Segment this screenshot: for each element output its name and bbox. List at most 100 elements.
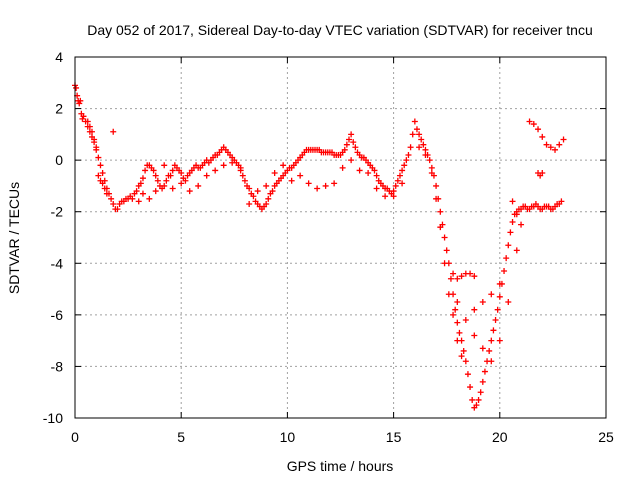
x-tick-label: 15 — [386, 429, 402, 445]
data-point-marker — [352, 144, 359, 151]
data-point-marker — [263, 200, 270, 207]
data-point-marker — [413, 126, 420, 133]
data-point-marker — [464, 371, 471, 378]
data-point-marker — [110, 128, 117, 135]
data-point-marker — [471, 306, 478, 313]
chart-title: Day 052 of 2017, Sidereal Day-to-day VTE… — [87, 22, 593, 38]
data-point-marker — [454, 319, 461, 326]
data-point-marker — [411, 118, 418, 125]
x-tick-label: 20 — [492, 429, 508, 445]
data-point-marker — [161, 182, 168, 189]
data-point-marker — [169, 167, 176, 174]
data-point-marker — [95, 172, 102, 179]
data-point-marker — [146, 195, 153, 202]
data-point-marker — [420, 141, 427, 148]
data-point-marker — [246, 200, 253, 207]
data-point-marker — [220, 162, 227, 169]
data-point-marker — [558, 198, 565, 205]
data-point-marker — [263, 182, 270, 189]
data-point-marker — [108, 195, 115, 202]
data-point-marker — [394, 177, 401, 184]
data-points — [72, 82, 567, 411]
data-point-marker — [447, 275, 454, 282]
data-point-marker — [348, 157, 355, 164]
data-point-marker — [137, 180, 144, 187]
data-point-marker — [314, 185, 321, 192]
data-point-marker — [458, 353, 465, 360]
data-point-marker — [501, 268, 508, 275]
data-point-marker — [505, 242, 512, 249]
data-point-marker — [73, 84, 80, 91]
data-point-marker — [475, 396, 482, 403]
data-point-marker — [428, 164, 435, 171]
data-point-marker — [203, 172, 210, 179]
data-point-marker — [86, 123, 93, 130]
data-point-marker — [503, 255, 510, 262]
data-point-marker — [195, 182, 202, 189]
y-tick-label: -8 — [51, 358, 64, 374]
data-point-marker — [114, 206, 121, 213]
data-point-marker — [403, 157, 410, 164]
data-point-marker — [539, 133, 546, 140]
data-point-marker — [450, 270, 457, 277]
data-point-marker — [477, 389, 484, 396]
data-point-marker — [212, 167, 219, 174]
data-point-marker — [460, 347, 467, 354]
data-point-marker — [77, 97, 84, 104]
data-point-marker — [492, 317, 499, 324]
data-point-marker — [139, 175, 146, 182]
data-point-marker — [154, 177, 161, 184]
data-point-marker — [390, 188, 397, 195]
data-point-marker — [373, 172, 380, 179]
y-tick-label: -4 — [51, 255, 64, 271]
data-point-marker — [339, 164, 346, 171]
data-point-marker — [237, 164, 244, 171]
data-point-marker — [526, 118, 533, 125]
y-tick-label: 4 — [55, 49, 63, 65]
data-point-marker — [426, 157, 433, 164]
data-point-marker — [350, 139, 357, 146]
data-point-marker — [305, 180, 312, 187]
data-point-marker — [547, 144, 554, 151]
data-point-marker — [182, 177, 189, 184]
data-point-marker — [530, 121, 537, 128]
grid-lines — [75, 57, 606, 418]
data-point-marker — [409, 131, 416, 138]
data-point-marker — [443, 247, 450, 254]
data-point-marker — [556, 141, 563, 148]
data-point-marker — [560, 136, 567, 143]
data-point-marker — [271, 170, 278, 177]
data-point-marker — [348, 131, 355, 138]
data-point-marker — [509, 219, 516, 226]
data-point-marker — [488, 358, 495, 365]
y-tick-label: -10 — [43, 410, 63, 426]
data-point-marker — [178, 180, 185, 187]
x-tick-label: 0 — [71, 429, 79, 445]
data-point-marker — [373, 185, 380, 192]
data-point-marker — [101, 185, 108, 192]
data-point-marker — [297, 172, 304, 179]
data-point-marker — [97, 162, 104, 169]
data-point-marker — [509, 198, 516, 205]
data-point-marker — [490, 327, 497, 334]
data-point-marker — [454, 337, 461, 344]
data-point-marker — [467, 384, 474, 391]
data-point-marker — [513, 211, 520, 218]
data-point-marker — [390, 193, 397, 200]
data-point-marker — [488, 337, 495, 344]
data-point-marker — [543, 141, 550, 148]
y-axis-label: SDTVAR / TECUs — [6, 182, 22, 294]
data-point-marker — [428, 170, 435, 177]
data-point-marker — [462, 358, 469, 365]
data-point-marker — [178, 170, 185, 177]
y-tick-label: 2 — [55, 101, 63, 117]
data-point-marker — [437, 224, 444, 231]
data-point-marker — [488, 291, 495, 298]
data-point-marker — [229, 159, 236, 166]
data-point-marker — [93, 144, 100, 151]
data-point-marker — [88, 128, 95, 135]
data-point-marker — [471, 273, 478, 280]
data-point-marker — [254, 188, 261, 195]
data-point-marker — [167, 172, 174, 179]
